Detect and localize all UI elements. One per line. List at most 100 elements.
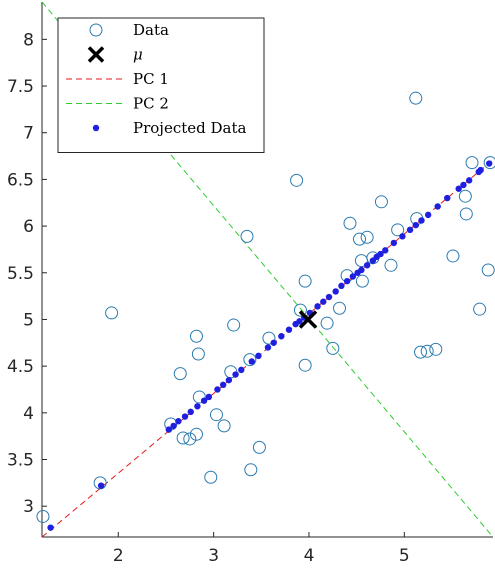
legend-box [57,17,265,153]
data-point [409,91,423,105]
data-point [465,156,479,170]
y-tick-label: 3.5 [7,451,34,471]
data-point [355,274,369,288]
projected-point [97,482,105,489]
data-point [189,329,203,343]
projected-point [382,247,389,254]
legend-label: Data [133,21,169,39]
legend-item: μ [87,46,143,64]
legend: Data μ PC 1 PC 2 Projected Data [57,17,265,153]
projected-point [170,422,177,430]
y-tick-label: 5 [23,310,34,330]
data-point [244,463,258,477]
data-point [483,156,495,170]
x-tick-label: 5 [399,546,410,566]
y-tick-label: 8 [23,30,34,50]
projected-point [424,211,432,219]
projected-point [255,352,262,360]
projected-point [194,403,201,410]
projected-point [390,239,398,247]
projected-point [358,266,365,274]
y-tick-label: 3 [23,497,34,517]
y-tick-label: 7.5 [7,77,34,97]
data-point [459,207,473,221]
data-point [191,347,205,361]
projected-point [455,185,462,192]
legend-item: Projected Data [92,119,246,137]
projected-point [232,371,239,378]
projected-point [314,303,321,310]
projected-point [264,344,272,351]
projected-point [165,426,173,433]
projected-point [332,288,339,295]
legend-x-icon [87,46,105,63]
legend-item: PC 2 [66,95,169,113]
data-point [262,331,276,345]
data-point [240,229,254,243]
legend-label: PC 2 [133,95,169,113]
data-point [93,476,107,490]
projected-point [320,298,327,305]
data-point [36,509,50,523]
data-point [391,223,405,237]
projected-point [200,397,208,404]
projected-point [175,418,182,425]
data-point [290,173,304,187]
projected-point [434,203,441,210]
data-point [414,345,428,359]
projected-point [377,250,384,258]
legend-label: μ [133,46,143,64]
projected-point [465,177,473,184]
projected-point [460,181,467,189]
data-point [204,470,218,484]
axis-ticks: 2 3 4 5 3 3.5 4 4.5 5 5.5 6 6.5 7 7.5 8 [7,30,410,566]
data-point [209,408,223,422]
projected-point [399,233,406,240]
x-tick-label: 3 [208,546,219,566]
projected-point [47,524,54,531]
y-tick-label: 4.5 [7,357,34,377]
data-point [360,230,374,244]
data-point [320,316,334,330]
x-tick-label: 4 [304,546,315,566]
projected-point [248,358,255,365]
x-tick-label: 2 [113,546,124,566]
projected-point [238,366,245,374]
data-point [293,303,307,317]
data-point [173,367,187,381]
data-point [298,274,312,288]
data-point [332,301,346,315]
projected-point [343,277,351,285]
y-tick-label: 6.5 [7,170,34,190]
data-point [189,427,203,441]
projected-point [412,221,419,229]
legend-item: PC 1 [66,70,169,88]
data-point [298,358,312,372]
y-tick-label: 6 [23,217,34,237]
legend-label: Projected Data [133,119,246,137]
y-tick-label: 7 [23,124,34,144]
data-point [481,263,495,277]
data-point [227,318,241,332]
mean-marker [298,310,318,329]
projected-point [338,282,345,290]
data-point [473,302,487,316]
projected-point [187,408,194,416]
projected-point [296,318,303,325]
data-point [326,341,340,355]
data-point [374,195,388,209]
projected-point [205,393,213,401]
mean-x-marker [298,310,318,329]
y-tick-label: 4 [23,404,34,424]
data-point [420,344,434,358]
projected-point [363,262,371,269]
y-tick-label: 5.5 [7,264,34,284]
data-point [183,432,197,446]
projected-point [418,217,425,224]
legend-item: Data [89,21,169,39]
projected-point [278,333,285,340]
legend-dot-icon [92,124,100,132]
projected-points [47,160,493,531]
projected-point [181,413,189,420]
